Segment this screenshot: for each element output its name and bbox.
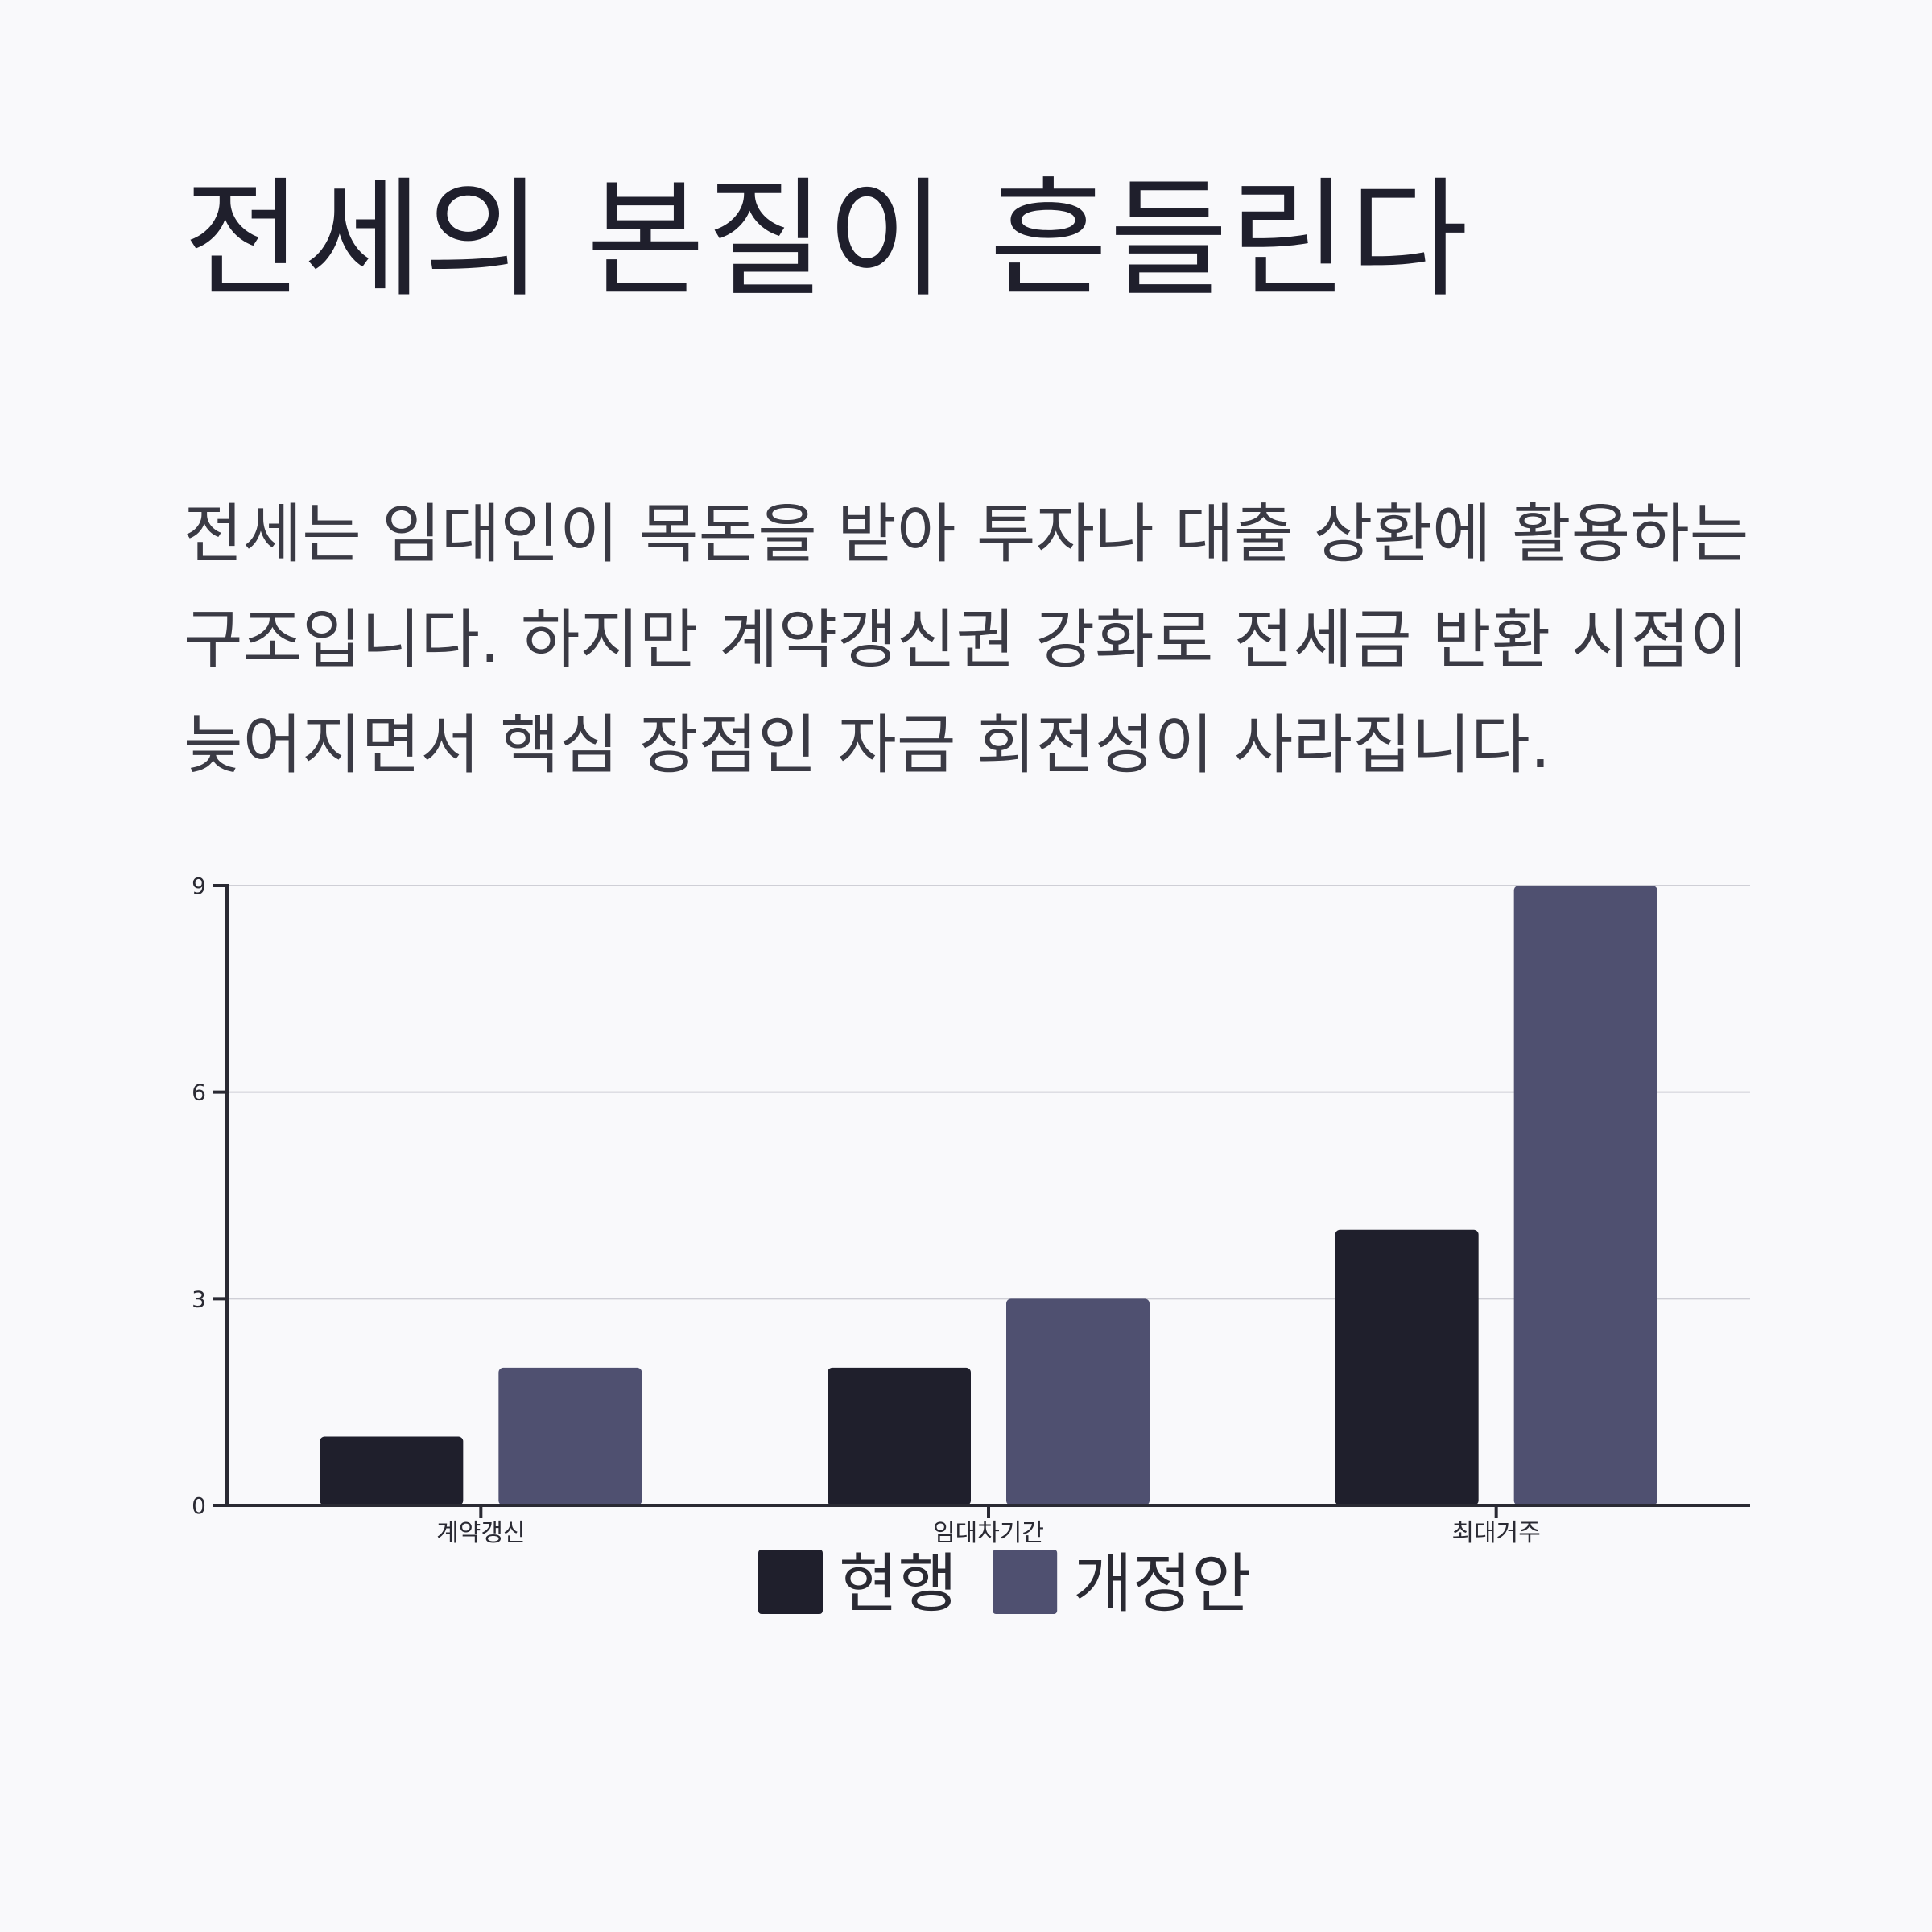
legend: 현행 개정안: [758, 1546, 1251, 1621]
x-tick-label: 최대거주: [1451, 1519, 1540, 1547]
bar: [498, 1367, 642, 1505]
bar: [1335, 1229, 1479, 1505]
bar: [828, 1367, 971, 1505]
bar-chart: 0 3 6 9 계약갱신 임대차기간 최대거주 현행 개정안: [192, 873, 1750, 1621]
legend-swatch: [993, 1550, 1058, 1614]
x-tick-label: 임대차기간: [933, 1519, 1044, 1547]
tick-labels: 0 3 6 9 계약갱신 임대차기간 최대거주: [192, 873, 1541, 1547]
y-tick-label: 0: [192, 1492, 206, 1519]
y-tick-label: 3: [192, 1286, 206, 1312]
bar: [320, 1436, 464, 1505]
legend-label: 현행: [839, 1546, 957, 1621]
y-tick-label: 6: [192, 1080, 206, 1106]
page-title: 전세의 본질이 흔들린다: [184, 164, 1470, 315]
bar: [1006, 1298, 1150, 1505]
axes: [213, 884, 1750, 1518]
intro-text: 전세는 임대인이 목돈을 받아 투자나 대출 상환에 활용하는 구조입니다. 하…: [184, 497, 1749, 782]
legend-label: 개정안: [1073, 1546, 1251, 1621]
gridlines: [227, 885, 1750, 1300]
legend-swatch: [758, 1550, 823, 1614]
x-tick-label: 계약갱신: [436, 1519, 525, 1547]
bar: [1513, 886, 1657, 1505]
y-tick-label: 9: [192, 873, 206, 899]
bars: [320, 886, 1657, 1505]
